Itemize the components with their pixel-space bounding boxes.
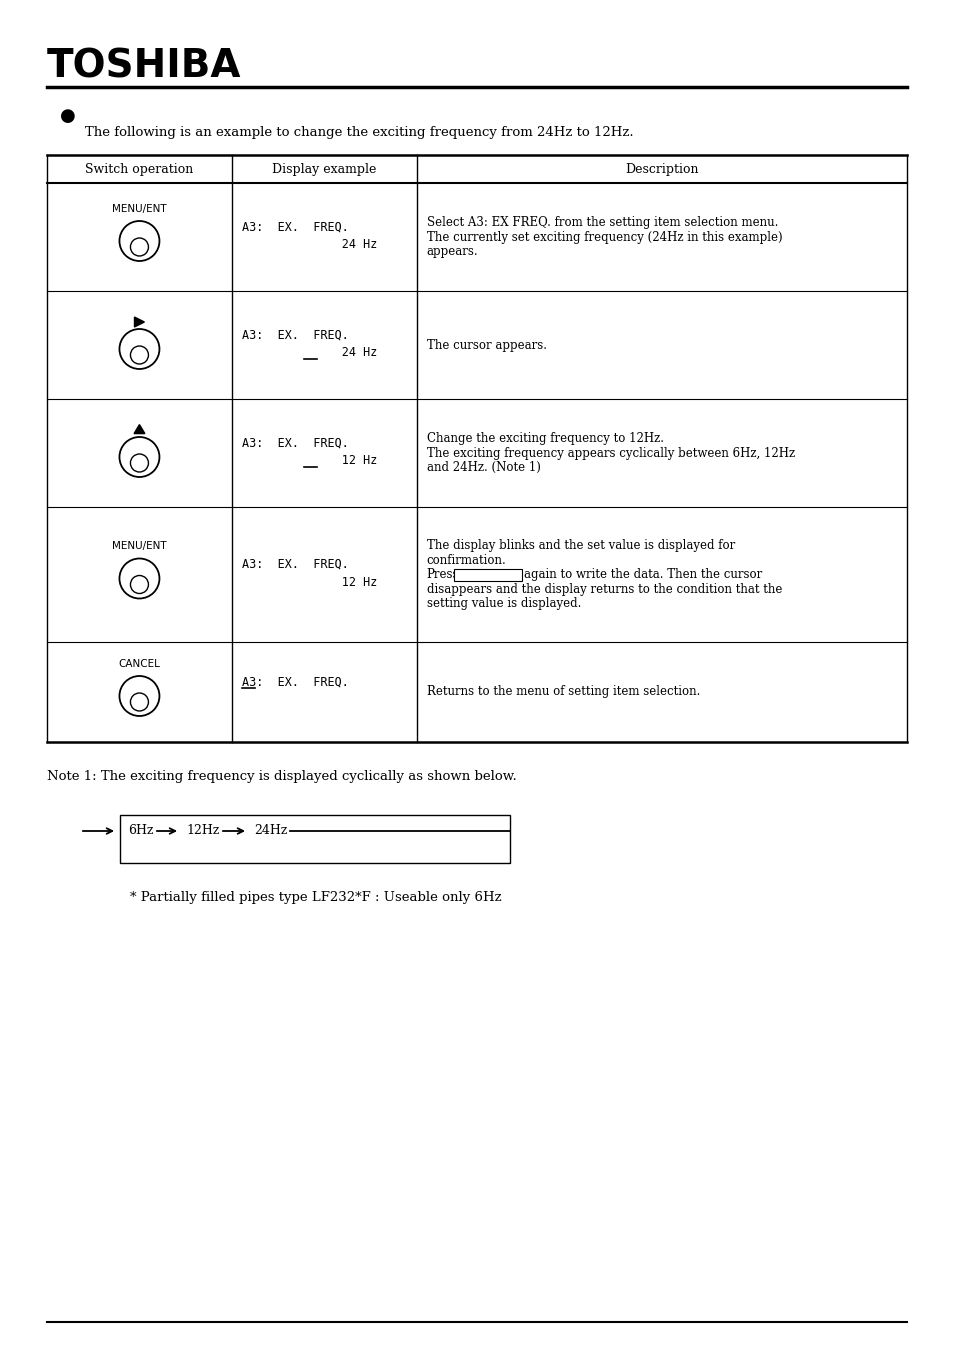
Text: MENU/ENT: MENU/ENT [112,541,167,552]
Text: and 24Hz. (Note 1): and 24Hz. (Note 1) [426,460,540,474]
Text: 12Hz: 12Hz [186,825,219,837]
Bar [120,815,510,863]
Text: Note 1: The exciting frequency is displayed cyclically as shown below.: Note 1: The exciting frequency is displa… [47,769,517,783]
Text: The display blinks and the set value is displayed for: The display blinks and the set value is … [426,539,734,552]
Text: 12 Hz: 12 Hz [242,455,376,467]
Text: MENU/ENT: MENU/ENT [112,204,167,215]
Text: A3:  EX.  FREQ.: A3: EX. FREQ. [242,220,349,234]
Text: 24 Hz: 24 Hz [242,239,376,251]
Text: setting value is displayed.: setting value is displayed. [426,597,580,610]
Text: A3:  EX.  FREQ.: A3: EX. FREQ. [242,328,349,342]
Text: Switch operation: Switch operation [85,162,193,176]
Text: Display example: Display example [272,162,376,176]
Text: The currently set exciting frequency (24Hz in this example): The currently set exciting frequency (24… [426,231,781,243]
Text: appears.: appears. [426,244,477,258]
Text: disappears and the display returns to the condition that the: disappears and the display returns to th… [426,582,781,595]
Text: TOSHIBA: TOSHIBA [47,47,241,85]
Text: 12 Hz: 12 Hz [242,576,376,589]
Bar [454,568,521,580]
Text: again to write the data. Then the cursor: again to write the data. Then the cursor [524,568,761,580]
Text: 6Hz: 6Hz [128,825,153,837]
Text: Description: Description [624,162,698,176]
Text: The cursor appears.: The cursor appears. [426,339,546,351]
Text: A3:  EX.  FREQ.: A3: EX. FREQ. [242,436,349,450]
Text: The following is an example to change the exciting frequency from 24Hz to 12Hz.: The following is an example to change th… [85,126,633,139]
Text: Press: Press [426,568,458,580]
Text: ●: ● [60,107,75,126]
Polygon shape [134,425,145,433]
Text: CANCEL: CANCEL [118,659,160,670]
Text: A3:  EX.  FREQ.: A3: EX. FREQ. [242,558,349,571]
Text: confirmation.: confirmation. [426,554,506,567]
Text: 24 Hz: 24 Hz [242,347,376,359]
Text: The exciting frequency appears cyclically between 6Hz, 12Hz: The exciting frequency appears cyclicall… [426,447,794,459]
Text: 24Hz: 24Hz [253,825,287,837]
Text: Select A3: EX FREQ. from the setting item selection menu.: Select A3: EX FREQ. from the setting ite… [426,216,778,230]
Text: A3:  EX.  FREQ.: A3: EX. FREQ. [242,675,349,688]
Polygon shape [134,317,144,327]
Text: * Partially filled pipes type LF232*F : Useable only 6Hz: * Partially filled pipes type LF232*F : … [130,891,501,904]
Text: Change the exciting frequency to 12Hz.: Change the exciting frequency to 12Hz. [426,432,663,446]
Text: Returns to the menu of setting item selection.: Returns to the menu of setting item sele… [426,686,700,698]
